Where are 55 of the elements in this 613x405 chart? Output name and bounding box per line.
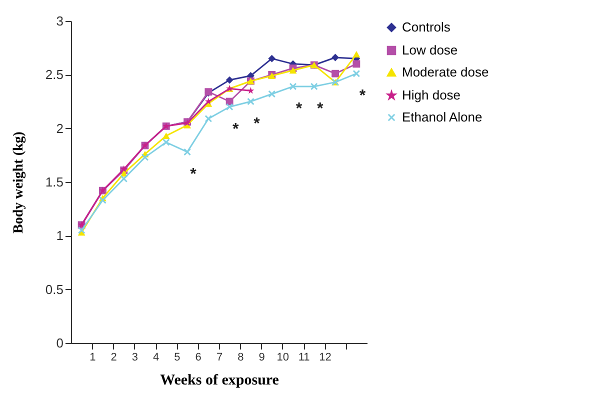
y-tick-label: 3 [56, 14, 64, 28]
point [310, 82, 318, 90]
x-tick-label: 5 [174, 352, 180, 364]
point [226, 76, 234, 84]
y-tick-label: 2.5 [45, 67, 64, 82]
point [99, 196, 106, 204]
annotation: * [359, 88, 366, 105]
point [247, 98, 254, 106]
point [289, 67, 297, 74]
x-tick-label: 1 [90, 352, 96, 364]
y-tick-label: 0 [56, 336, 64, 350]
point [352, 51, 360, 58]
x-tick-label: 3 [132, 352, 138, 364]
legend-label: Moderate dose [402, 64, 489, 80]
point [226, 103, 234, 111]
y-tick-label: 1 [56, 228, 64, 244]
legend-label: Controls [402, 20, 451, 34]
point [268, 54, 276, 62]
point [120, 175, 128, 182]
x-tick-label: 11 [298, 352, 310, 364]
point [268, 90, 276, 98]
annotation: * [254, 116, 261, 132]
point [141, 154, 149, 162]
x-tick-label: 2 [110, 352, 117, 364]
point [289, 82, 297, 90]
point [204, 98, 212, 105]
legend-label: High dose [402, 88, 461, 102]
x-tick-label: 10 [276, 352, 290, 364]
point [332, 70, 339, 78]
x-tick-label: 4 [153, 352, 160, 364]
point [204, 114, 212, 122]
point [162, 138, 170, 146]
x-tick-label: 12 [319, 352, 332, 364]
point [352, 70, 360, 78]
x-tick-label: 8 [238, 352, 244, 364]
point [247, 87, 254, 94]
point [184, 148, 191, 156]
annotation: * [296, 100, 303, 118]
y-tick-label: 0.5 [45, 282, 64, 297]
legend-label: Ethanol Alone [402, 110, 482, 124]
x-tick-label: 7 [216, 352, 223, 364]
x-tick-label: 9 [258, 352, 265, 364]
point [78, 226, 86, 234]
point [332, 54, 339, 62]
point [352, 60, 360, 68]
legend-label: Low dose [402, 42, 458, 58]
y-tick-label: 2 [56, 120, 64, 136]
point [162, 132, 170, 140]
y-tick-label: 1.5 [45, 174, 64, 190]
annotation: * [190, 166, 198, 183]
annotation: * [232, 120, 240, 138]
x-axis-title: Weeks of exposure [160, 372, 280, 388]
y-axis-title: Body weight (kg) [11, 131, 26, 234]
annotation: * [317, 100, 324, 118]
x-tick-label: 6 [195, 352, 202, 364]
